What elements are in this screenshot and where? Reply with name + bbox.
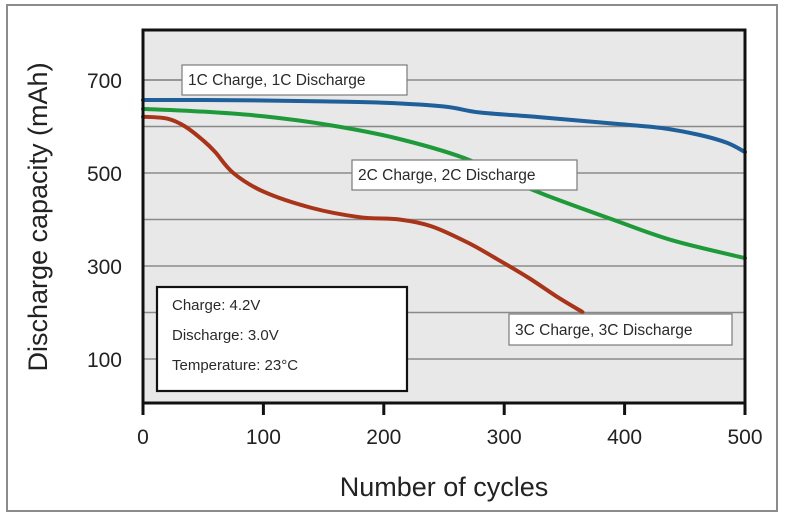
x-tick-label-0: 0 bbox=[137, 426, 149, 449]
y-tick-label-700: 700 bbox=[87, 70, 122, 93]
series-line-2c bbox=[141, 106, 747, 261]
x-tick-label-300: 300 bbox=[487, 426, 522, 449]
series-label-1c: 1C Charge, 1C Discharge bbox=[181, 64, 408, 96]
series-lines bbox=[141, 97, 747, 315]
series-line-1c bbox=[141, 97, 747, 155]
y-tick-label-100: 100 bbox=[87, 349, 122, 372]
series-label-2c-text: 2C Charge, 2C Discharge bbox=[358, 167, 535, 184]
x-tick-label-400: 400 bbox=[607, 426, 642, 449]
series-label-3c: 3C Charge, 3C Discharge bbox=[508, 313, 733, 346]
x-tick-label-100: 100 bbox=[246, 426, 281, 449]
condition-discharge: Discharge: 3.0V bbox=[172, 327, 279, 344]
y-axis-ticks: 100 300 500 700 bbox=[87, 70, 122, 372]
y-tick-label-500: 500 bbox=[87, 163, 122, 186]
y-tick-label-300: 300 bbox=[87, 256, 122, 279]
x-tick-label-500: 500 bbox=[727, 426, 762, 449]
x-axis-ticks: 0 100 200 300 400 500 bbox=[137, 403, 763, 449]
series-label-2c: 2C Charge, 2C Discharge bbox=[351, 159, 578, 191]
condition-temperature: Temperature: 23°C bbox=[172, 357, 298, 374]
series-label-3c-text: 3C Charge, 3C Discharge bbox=[515, 322, 692, 339]
conditions-box: Charge: 4.2V Discharge: 3.0V Temperature… bbox=[155, 285, 409, 393]
series-label-1c-text: 1C Charge, 1C Discharge bbox=[188, 72, 365, 89]
series-line-3c bbox=[141, 114, 585, 315]
condition-charge: Charge: 4.2V bbox=[172, 297, 260, 314]
x-tick-label-200: 200 bbox=[366, 426, 401, 449]
x-axis-title: Number of cycles bbox=[340, 472, 549, 502]
plot-border bbox=[141, 28, 747, 405]
y-axis-title: Discharge capacity (mAh) bbox=[23, 62, 53, 371]
